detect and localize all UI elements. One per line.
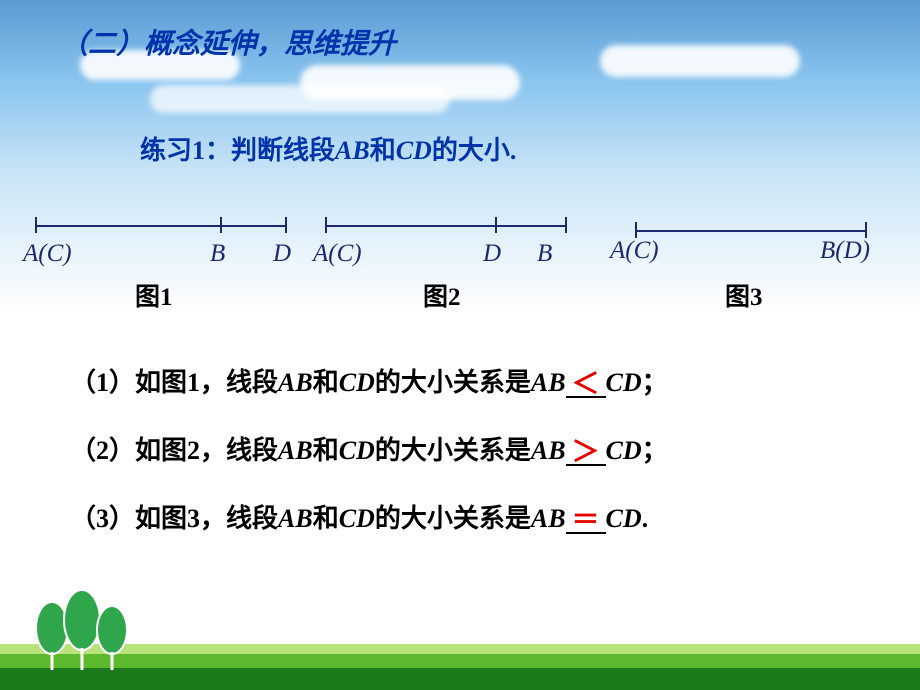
q2-cd: CD [339, 436, 375, 465]
fig3-tick-left [635, 222, 637, 238]
question-2: （2）如图2，线段AB和CD的大小关系是AB＞CD； [70, 428, 850, 468]
fig3-label-bd: B(D) [820, 237, 870, 265]
figure-1: A(C) B D 图1 [25, 205, 315, 315]
footer-decoration [0, 620, 920, 690]
fig3-tick-right [865, 222, 867, 238]
fig2-label-d: D [483, 240, 501, 268]
fig3-label-ac: A(C) [610, 237, 659, 265]
figures-row: A(C) B D 图1 A(C) D B 图2 A(C) B(D) 图3 [25, 205, 895, 315]
fig1-label-ac: A(C) [23, 240, 73, 268]
fig2-tick-right [565, 217, 567, 233]
q1-ab2: AB [531, 368, 566, 397]
q2-cd2: CD [606, 436, 642, 465]
section-title: （二）概念延伸，思维提升 [60, 22, 396, 62]
figure-3: A(C) B(D) 图3 [615, 205, 895, 315]
q3-cd2: CD [606, 504, 642, 533]
q2-prefix: （2）如图2，线段 [70, 436, 278, 465]
questions-block: （1）如图1，线段AB和CD的大小关系是AB＜CD； （2）如图2，线段AB和C… [70, 360, 850, 564]
q3-cd: CD [339, 504, 375, 533]
exercise-seg-cd: CD [396, 136, 432, 165]
q2-mid2: 的大小关系是 [375, 436, 531, 465]
question-3: （3）如图3，线段AB和CD的大小关系是AB＝CD. [70, 496, 850, 536]
fig2-segment [325, 225, 565, 227]
q3-mid1: 和 [313, 504, 339, 533]
q2-mid1: 和 [313, 436, 339, 465]
q1-cd: CD [339, 368, 375, 397]
exercise-mid: 和 [370, 136, 396, 165]
exercise-suffix: 的大小. [432, 136, 517, 165]
fig2-tick-left [325, 217, 327, 233]
q1-blank: ＜ [566, 360, 606, 400]
q1-mid1: 和 [313, 368, 339, 397]
q3-ab2: AB [531, 504, 566, 533]
exercise-seg-ab: AB [335, 136, 370, 165]
q3-mid2: 的大小关系是 [375, 504, 531, 533]
q3-answer: ＝ [572, 505, 600, 536]
fig2-label-b: B [537, 240, 552, 268]
question-1: （1）如图1，线段AB和CD的大小关系是AB＜CD； [70, 360, 850, 400]
q1-cd2: CD [606, 368, 642, 397]
q2-punct: ； [642, 436, 668, 465]
fig1-label-d: D [273, 240, 291, 268]
fig1-tick-left [35, 217, 37, 233]
figure-2: A(C) D B 图2 [315, 205, 605, 315]
fig1-segment [35, 225, 285, 227]
fig2-caption: 图2 [423, 277, 461, 313]
q3-punct: . [642, 504, 649, 533]
q3-ab: AB [278, 504, 313, 533]
q1-ab: AB [278, 368, 313, 397]
q1-answer: ＜ [572, 369, 600, 400]
fig3-caption: 图3 [725, 277, 763, 313]
exercise-title: 练习1：判断线段AB和CD的大小. [140, 130, 516, 167]
fig3-segment [635, 230, 865, 232]
fig1-caption: 图1 [135, 277, 173, 313]
q2-ab: AB [278, 436, 313, 465]
trees-icon [30, 590, 140, 680]
q1-prefix: （1）如图1，线段 [70, 368, 278, 397]
q2-ab2: AB [531, 436, 566, 465]
fig2-label-ac: A(C) [313, 240, 363, 268]
fig1-tick-b [220, 217, 222, 233]
q3-blank: ＝ [566, 496, 606, 536]
fig2-tick-d [495, 217, 497, 233]
q3-prefix: （3）如图3，线段 [70, 504, 278, 533]
q1-punct: ； [642, 368, 668, 397]
fig1-label-b: B [210, 240, 225, 268]
q2-blank: ＞ [566, 428, 606, 468]
q1-mid2: 的大小关系是 [375, 368, 531, 397]
fig1-tick-right [285, 217, 287, 233]
exercise-prefix: 练习1：判断线段 [140, 136, 335, 165]
q2-answer: ＞ [572, 437, 600, 468]
